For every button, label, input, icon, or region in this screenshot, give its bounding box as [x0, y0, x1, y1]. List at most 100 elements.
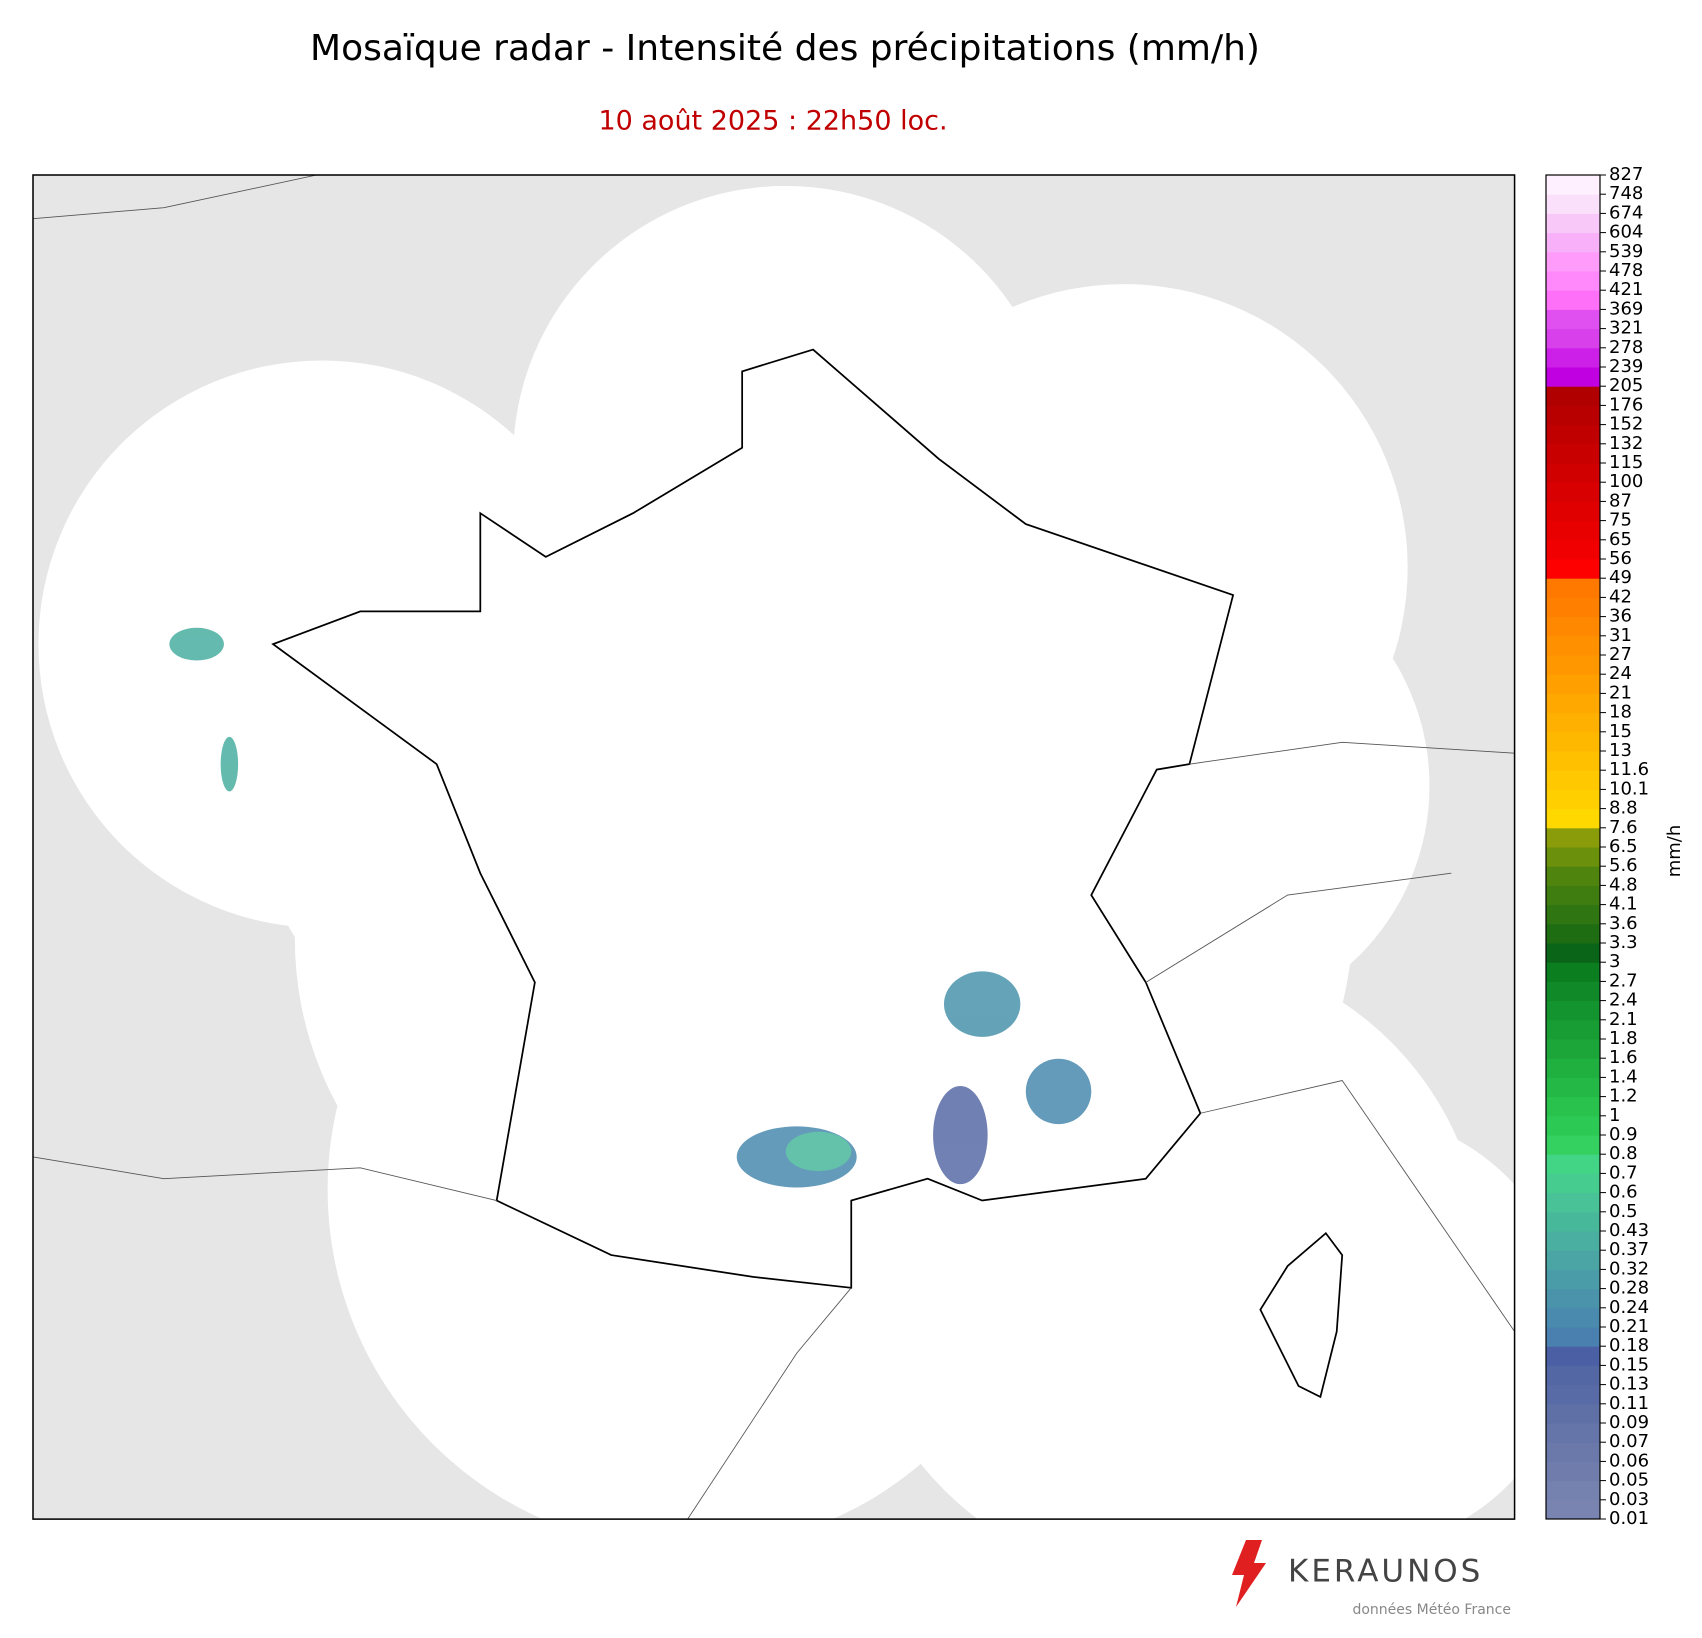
colorbar-tick-label: 75	[1609, 510, 1632, 531]
colorbar-segment	[1546, 1288, 1600, 1309]
colorbar-tick-label: 5.6	[1609, 855, 1638, 876]
colorbar-tick-label: 65	[1609, 529, 1632, 550]
colorbar-segment	[1546, 923, 1600, 944]
colorbar-tick-label: 24	[1609, 663, 1632, 684]
colorbar-tick-label: 0.24	[1609, 1297, 1649, 1318]
colorbar-segment	[1546, 213, 1600, 234]
colorbar-segment	[1546, 808, 1600, 829]
colorbar-segment	[1546, 232, 1600, 253]
colorbar-tick-label: 827	[1609, 164, 1643, 185]
colorbar-segment	[1546, 309, 1600, 330]
subtitle: 10 août 2025 : 22h50 loc.	[598, 106, 947, 137]
colorbar-segment	[1546, 1077, 1600, 1098]
colorbar-tick-label: 0.07	[1609, 1431, 1649, 1452]
colorbar-segment	[1546, 1461, 1600, 1482]
colorbar-tick-label: 4.1	[1609, 894, 1638, 915]
colorbar-tick-label: 0.8	[1609, 1143, 1638, 1164]
colorbar-segment	[1546, 827, 1600, 848]
colorbar-segment	[1546, 1499, 1600, 1520]
colorbar-segment	[1546, 1365, 1600, 1386]
colorbar-tick-label: 8.8	[1609, 798, 1638, 819]
logo-credit: données Météo France	[1352, 1602, 1511, 1618]
colorbar-segment	[1546, 328, 1600, 349]
colorbar-segment	[1546, 789, 1600, 810]
colorbar-tick-label: 0.6	[1609, 1182, 1638, 1203]
colorbar-tick-label: 369	[1609, 298, 1643, 319]
colorbar-tick-label: 176	[1609, 394, 1643, 415]
colorbar-segment	[1546, 616, 1600, 637]
colorbar-segment	[1546, 655, 1600, 675]
logo-name: KERAUNOS	[1288, 1554, 1483, 1590]
colorbar-segment	[1546, 367, 1600, 387]
colorbar-segment	[1546, 482, 1600, 502]
colorbar-segment	[1546, 1135, 1600, 1155]
borders	[33, 175, 1515, 1520]
colorbar-segment	[1546, 251, 1600, 272]
colorbar-tick-label: 0.32	[1609, 1258, 1649, 1279]
map-frame	[32, 174, 1516, 1520]
colorbar-segment	[1546, 1019, 1600, 1040]
colorbar-segment	[1546, 847, 1600, 867]
colorbar-tick-label: 15	[1609, 721, 1632, 742]
colorbar-segment	[1546, 1154, 1600, 1174]
colorbar-tick-label: 42	[1609, 586, 1632, 607]
colorbar-segment	[1546, 405, 1600, 426]
colorbar-segment	[1546, 962, 1600, 982]
colorbar-tick-label: 1	[1609, 1105, 1620, 1126]
colorbar-segment	[1546, 981, 1600, 1002]
colorbar-tick-label: 1.8	[1609, 1028, 1638, 1049]
colorbar-tick-label: 0.18	[1609, 1335, 1649, 1356]
colorbar-segment	[1546, 1480, 1600, 1501]
colorbar-tick-label: 152	[1609, 414, 1643, 435]
colorbar-tick-label: 87	[1609, 490, 1632, 511]
colorbar-segment	[1546, 770, 1600, 790]
colorbar-tick-label: 6.5	[1609, 836, 1638, 857]
colorbar-tick-label: 13	[1609, 740, 1632, 761]
colorbar-segment	[1546, 386, 1600, 406]
colorbar-tick-label: 748	[1609, 183, 1643, 204]
colorbar-segment	[1546, 443, 1600, 464]
colorbar-segment	[1546, 904, 1600, 925]
colorbar-tick-label: 0.11	[1609, 1393, 1649, 1414]
colorbar-tick-label: 278	[1609, 337, 1643, 358]
colorbar-segment	[1546, 175, 1600, 195]
colorbar-tick-label: 0.01	[1609, 1508, 1649, 1529]
colorbar-tick-label: 1.6	[1609, 1047, 1638, 1068]
colorbar-tick-label: 0.15	[1609, 1354, 1649, 1375]
colorbar: 0.010.030.050.060.070.090.110.130.150.18…	[1545, 164, 1649, 1529]
colorbar-segment	[1546, 1269, 1600, 1290]
colorbar-segment	[1546, 1192, 1600, 1213]
colorbar-tick-label: 0.43	[1609, 1220, 1649, 1241]
colorbar-tick-label: 1.2	[1609, 1086, 1638, 1107]
colorbar-tick-label: 0.7	[1609, 1162, 1638, 1183]
colorbar-segment	[1546, 943, 1600, 963]
colorbar-segment	[1546, 520, 1600, 541]
colorbar-segment	[1546, 1096, 1600, 1117]
colorbar-tick-label: 239	[1609, 356, 1643, 377]
colorbar-tick-label: 2.1	[1609, 1009, 1638, 1030]
colorbar-segment	[1546, 1250, 1600, 1270]
colorbar-tick-label: 674	[1609, 202, 1643, 223]
colorbar-tick-label: 0.05	[1609, 1470, 1649, 1491]
colorbar-tick-label: 539	[1609, 241, 1643, 262]
colorbar-tick-label: 0.9	[1609, 1124, 1638, 1145]
colorbar-tick-label: 7.6	[1609, 817, 1638, 838]
colorbar-tick-label: 56	[1609, 548, 1632, 569]
colorbar-tick-label: 100	[1609, 471, 1643, 492]
colorbar-tick-label: 10.1	[1609, 778, 1649, 799]
colorbar-tick-label: 21	[1609, 682, 1632, 703]
colorbar-tick-label: 0.13	[1609, 1374, 1649, 1395]
colorbar-segment	[1546, 290, 1600, 310]
colorbar-segment	[1546, 1000, 1600, 1021]
colorbar-segment	[1546, 1442, 1600, 1462]
colorbar-label: mm/h	[1664, 825, 1685, 878]
colorbar-segment	[1546, 866, 1600, 886]
colorbar-segment	[1546, 559, 1600, 579]
colorbar-segment	[1546, 1307, 1600, 1328]
colorbar-tick-label: 3	[1609, 951, 1620, 972]
colorbar-segment	[1546, 885, 1600, 906]
colorbar-tick-label: 0.37	[1609, 1239, 1649, 1260]
colorbar-tick-label: 0.21	[1609, 1316, 1649, 1337]
colorbar-tick-label: 3.3	[1609, 932, 1638, 953]
